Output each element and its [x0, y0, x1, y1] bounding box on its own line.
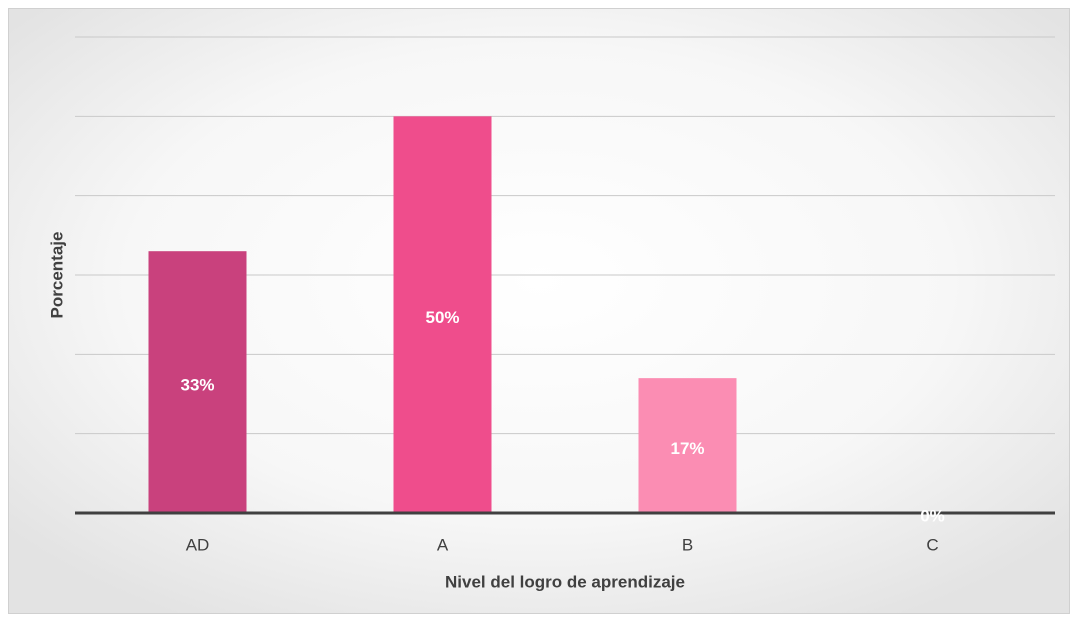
x-tick-label: C — [926, 535, 938, 554]
x-axis-title: Nivel del logro de aprendizaje — [445, 572, 685, 591]
data-label: 17% — [670, 439, 704, 458]
data-label: 50% — [425, 308, 459, 327]
bar — [148, 251, 247, 513]
x-tick-label: B — [682, 535, 693, 554]
y-axis-title: Porcentaje — [47, 232, 66, 319]
x-tick-label: A — [437, 535, 449, 554]
x-tick-label: AD — [186, 535, 210, 554]
bars — [148, 116, 737, 513]
bar — [638, 378, 737, 513]
data-label: 0% — [920, 506, 945, 525]
bar — [393, 116, 492, 513]
data-label: 33% — [180, 376, 214, 395]
